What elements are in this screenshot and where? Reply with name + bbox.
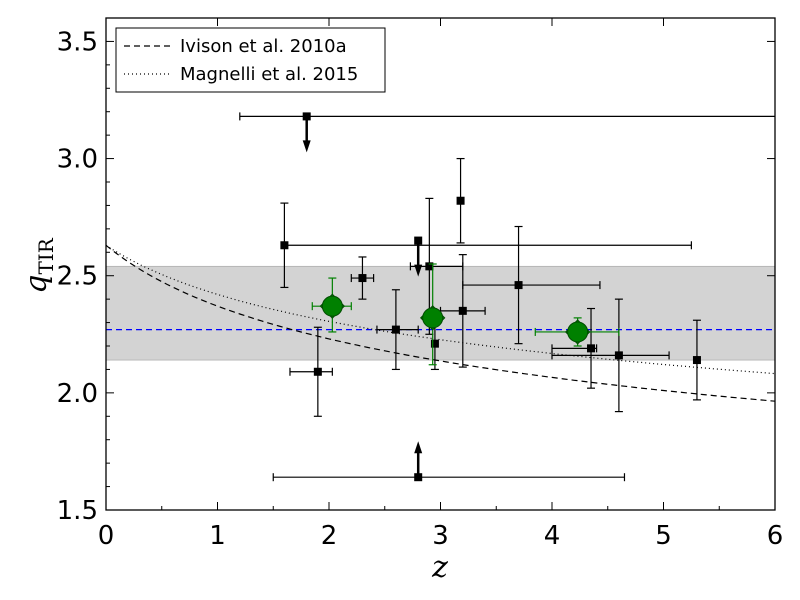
upper-limit-arrowhead [414,264,423,277]
legend-label-ivison: Ivison et al. 2010a [180,36,347,57]
y-axis-label-main: q [19,275,54,294]
y-tick-label: 3.0 [57,145,98,175]
data-point-marker [614,351,623,360]
data-point-marker [692,356,701,365]
stacked-point [419,263,446,366]
data-point [551,298,670,413]
data-point [414,236,423,277]
data-point-marker [514,281,523,290]
legend: Ivison et al. 2010a Magnelli et al. 2015 [115,27,386,93]
data-point [239,112,775,153]
data-point-marker [430,339,439,348]
y-tick-label: 1.5 [57,496,98,526]
data-point-marker [425,262,434,271]
plot-area [105,112,776,482]
svg-text:qTIR: qTIR [19,237,58,293]
y-tick-label: 3.5 [57,27,98,57]
y-tick-label: 2.0 [57,379,98,409]
data-point [350,256,375,300]
x-tick-label: 1 [209,521,226,551]
upper-limit-arrowhead [302,140,311,153]
data-point-marker [414,473,423,482]
x-axis-label: z [431,550,448,585]
data-point [280,202,692,289]
x-tick-label: 2 [321,521,338,551]
data-point-marker [313,367,322,376]
data-point [376,289,419,371]
data-point-marker [458,306,467,315]
stacked-point-marker [567,321,589,343]
data-point [462,225,601,345]
stacked-point-marker [321,295,343,317]
x-tick-label: 3 [432,521,449,551]
data-point [692,319,701,401]
legend-label-magnelli: Magnelli et al. 2015 [180,64,358,85]
data-point [456,157,465,244]
y-axis-label: qTIR [19,237,58,293]
data-point-marker [456,196,465,205]
data-point [551,307,598,389]
curve-ivison [105,244,776,402]
axis-tick-labels: 0 1 2 3 4 5 6 1.5 2.0 2.5 3.0 3.5 [57,27,784,551]
data-point-marker [358,274,367,283]
lower-limit-arrowhead [414,441,423,454]
stacked-point [534,317,620,347]
axis-ticks [105,18,776,511]
y-tick-label: 2.5 [57,262,98,292]
y-axis-label-sub: TIR [34,237,58,274]
data-point [289,326,333,417]
x-tick-label: 0 [98,521,115,551]
data-point-marker [280,241,289,250]
data-point-marker [391,325,400,334]
legend-box [115,27,386,93]
x-tick-label: 6 [767,521,784,551]
stacked-point [311,277,352,333]
data-point-marker [414,236,423,245]
data-point [272,441,626,482]
stacked-point-marker [422,307,444,329]
data-point-marker [587,344,596,353]
x-tick-label: 4 [544,521,561,551]
data-point-marker [302,112,311,121]
x-tick-label: 5 [655,521,672,551]
